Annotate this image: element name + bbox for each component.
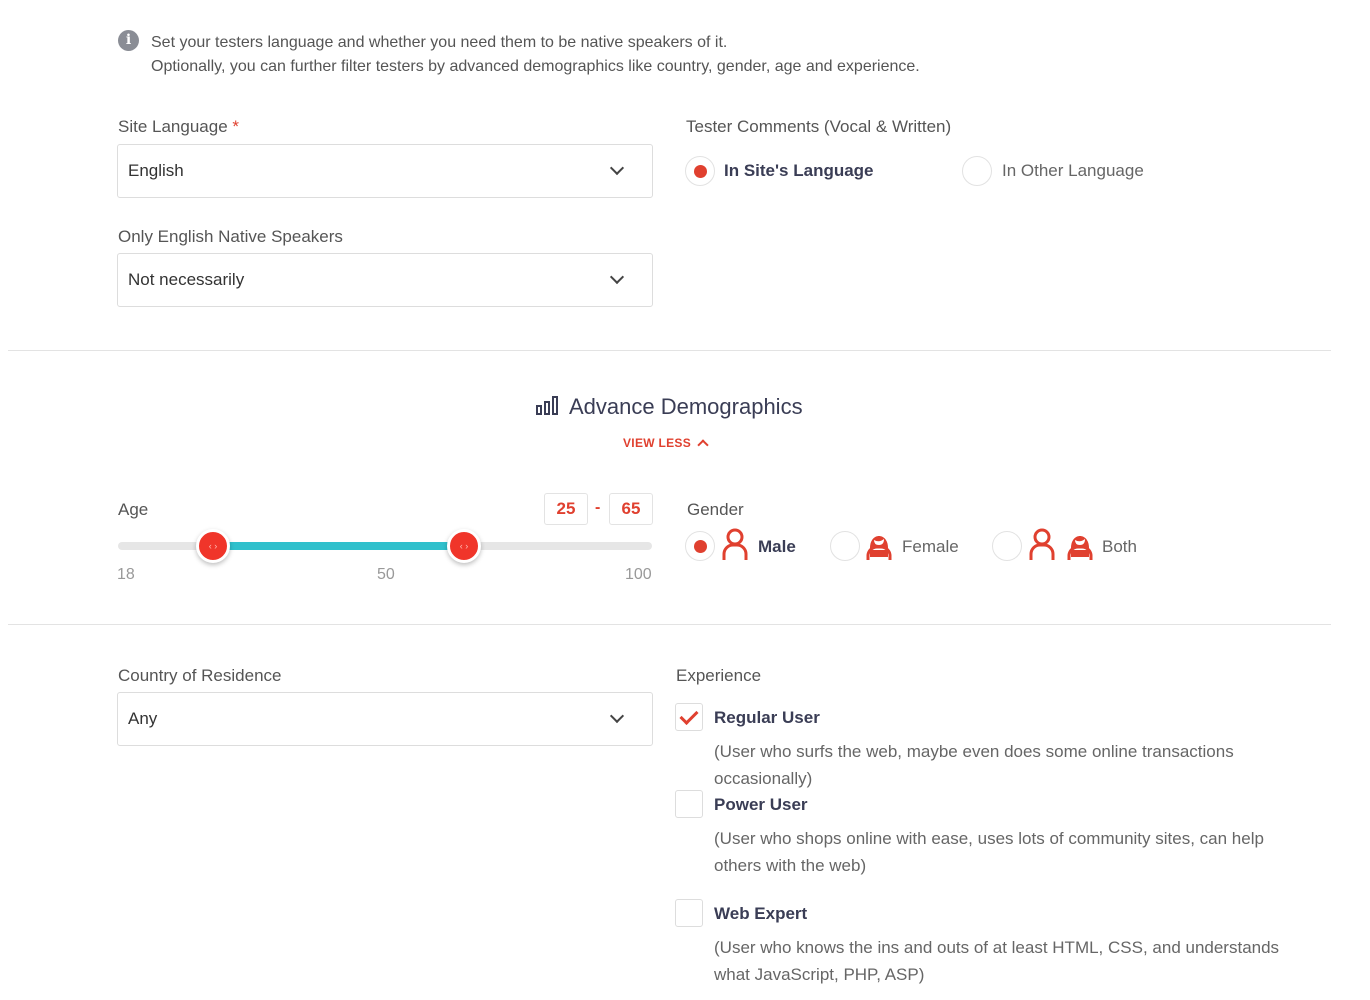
age-tick-min: 18 [117, 566, 135, 583]
age-tick-max: 100 [625, 566, 652, 583]
radio-gender-male[interactable] [685, 531, 715, 561]
info-line-2: Optionally, you can further filter teste… [151, 58, 920, 75]
male-icon [1029, 528, 1055, 562]
chevron-down-icon [609, 708, 625, 724]
age-max-input[interactable]: 65 [609, 493, 653, 525]
divider [8, 350, 1331, 351]
info-icon: i [118, 30, 139, 51]
regular-user-title[interactable]: Regular User [714, 708, 820, 727]
checkbox-regular-user[interactable] [675, 703, 703, 731]
age-slider-fill [213, 542, 465, 550]
gender-label: Gender [687, 500, 744, 519]
gender-both-label[interactable]: Both [1102, 537, 1137, 556]
checkbox-power-user[interactable] [675, 790, 703, 818]
gender-male-label[interactable]: Male [758, 537, 796, 556]
divider [8, 624, 1331, 625]
view-less-toggle[interactable]: VIEW LESS [623, 436, 709, 451]
radio-site-language-label[interactable]: In Site's Language [724, 161, 874, 180]
age-min-input[interactable]: 25 [544, 493, 588, 525]
chevron-down-icon [609, 160, 625, 176]
male-icon [722, 528, 748, 562]
site-language-select[interactable]: English [117, 144, 653, 198]
checkbox-web-expert[interactable] [675, 899, 703, 927]
female-icon [1067, 534, 1093, 562]
age-label: Age [118, 500, 149, 519]
power-user-title[interactable]: Power User [714, 795, 808, 814]
radio-gender-both[interactable] [992, 531, 1022, 561]
female-icon [866, 534, 892, 562]
site-language-label: Site Language * [118, 117, 240, 136]
native-speakers-select[interactable]: Not necessarily [117, 253, 653, 307]
web-expert-desc: (User who knows the ins and outs of at l… [714, 938, 1280, 984]
age-tick-mid: 50 [377, 566, 395, 583]
info-line-1: Set your testers language and whether yo… [151, 34, 728, 51]
age-separator: - [595, 499, 601, 516]
age-slider-min-handle[interactable]: ‹ › [196, 529, 231, 563]
demographics-title: Advance Demographics [569, 394, 803, 419]
tester-comments-label: Tester Comments (Vocal & Written) [686, 117, 952, 136]
view-less-label[interactable]: VIEW LESS [623, 436, 692, 450]
radio-gender-female[interactable] [830, 531, 860, 561]
web-expert-title[interactable]: Web Expert [714, 904, 808, 923]
radio-other-language-label[interactable]: In Other Language [1002, 161, 1144, 180]
bar-chart-icon [536, 396, 558, 415]
radio-other-language[interactable] [962, 156, 992, 186]
native-speakers-label: Only English Native Speakers [118, 227, 343, 246]
experience-label: Experience [676, 666, 762, 685]
info-text: Set your testers language and whether yo… [151, 31, 920, 79]
regular-user-desc: (User who surfs the web, maybe even does… [714, 742, 1234, 788]
age-slider-max-handle[interactable]: ‹ › [447, 529, 482, 563]
chevron-up-icon [697, 439, 709, 451]
country-select[interactable]: Any [117, 692, 653, 746]
gender-female-label[interactable]: Female [902, 537, 959, 556]
radio-site-language[interactable] [685, 156, 715, 186]
country-label: Country of Residence [118, 666, 282, 685]
age-slider-track[interactable]: ‹ › ‹ › [118, 529, 652, 563]
chevron-down-icon [609, 269, 625, 285]
power-user-desc: (User who shops online with ease, uses l… [714, 829, 1264, 875]
required-marker: * [232, 117, 240, 136]
